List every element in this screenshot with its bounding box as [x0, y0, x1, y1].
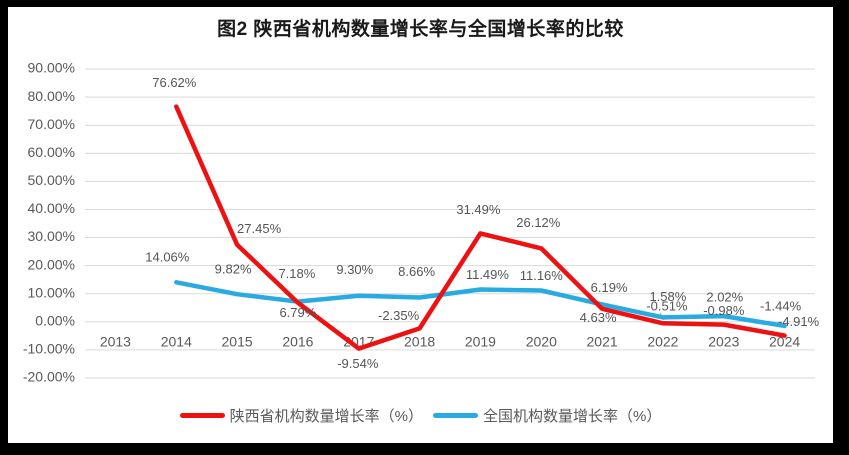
- x-tick-label: 2021: [587, 334, 618, 350]
- x-tick-label: 2023: [708, 334, 739, 350]
- data-label-series-0: -2.35%: [378, 308, 420, 323]
- data-label-series-0: 4.63%: [580, 310, 617, 325]
- data-label-series-0: -0.51%: [646, 299, 688, 314]
- data-label-series-0: -4.91%: [778, 314, 820, 329]
- y-tick-label: 90.00%: [28, 60, 75, 76]
- data-label-series-1: 14.06%: [145, 250, 190, 265]
- data-label-series-1: 8.66%: [398, 264, 435, 279]
- data-label-series-1: 11.16%: [520, 268, 564, 283]
- x-tick-label: 2020: [526, 334, 557, 350]
- legend-item-national: 全国机构数量增长率（%）: [433, 405, 661, 426]
- y-tick-label: 40.00%: [28, 200, 75, 216]
- plot-area: 90.00% 80.00% 70.00% 60.00% 50.00% 40.00% 30.0…: [23, 60, 820, 385]
- data-label-series-1: 2.02%: [706, 290, 743, 305]
- series-line-1: [174, 280, 787, 329]
- legend-label-national: 全国机构数量增长率（%）: [483, 408, 662, 425]
- x-tick-label: 2019: [465, 334, 496, 350]
- y-tick-label: -10.00%: [23, 341, 75, 357]
- y-tick-label: 50.00%: [28, 172, 75, 188]
- x-tick-label: 2014: [161, 334, 192, 350]
- data-label-series-0: 6.79%: [279, 305, 316, 320]
- chart-background: 图2 陕西省机构数量增长率与全国增长率的比较 90.00% 80.00% 70.00…: [8, 7, 833, 443]
- x-tick-label: 2013: [100, 334, 131, 350]
- red-series-swatch-icon: [179, 413, 225, 418]
- data-label-series-0: -9.54%: [337, 356, 379, 371]
- y-tick-label: 10.00%: [28, 284, 75, 300]
- y-tick-label: 0.00%: [35, 313, 75, 329]
- data-label-series-1: 6.19%: [591, 280, 628, 295]
- data-label-series-1: 1.58%: [649, 289, 686, 304]
- data-label-series-1: 7.18%: [278, 266, 315, 281]
- y-tick-label: 80.00%: [28, 88, 75, 104]
- x-tick-label: 2018: [404, 334, 435, 350]
- data-label-series-1: 9.30%: [336, 262, 373, 277]
- x-tick-label: 2024: [769, 334, 800, 350]
- legend: 陕西省机构数量增长率（%） 全国机构数量增长率（%）: [8, 405, 833, 426]
- x-tick-label: 2022: [647, 334, 678, 350]
- data-label-series-0: 26.12%: [516, 215, 561, 230]
- blue-series-swatch-icon: [433, 413, 478, 418]
- data-label-series-1: -1.44%: [760, 298, 802, 313]
- y-tick-label: 60.00%: [28, 144, 75, 160]
- data-label-series-1: 9.82%: [215, 262, 252, 277]
- y-tick-label: 30.00%: [28, 228, 75, 244]
- data-label-series-0: 76.62%: [152, 75, 197, 90]
- series-line-0: [174, 104, 787, 351]
- legend-item-shaanxi: 陕西省机构数量增长率（%）: [179, 405, 423, 426]
- chart-title: 图2 陕西省机构数量增长率与全国增长率的比较: [217, 19, 624, 40]
- x-tick-label: 2015: [222, 334, 253, 350]
- data-label-series-0: 27.45%: [237, 221, 282, 236]
- legend-label-shaanxi: 陕西省机构数量增长率（%）: [229, 408, 423, 425]
- data-label-series-1: 11.49%: [466, 267, 510, 282]
- x-tick-label: 2016: [282, 334, 313, 350]
- data-label-series-0: 31.49%: [456, 202, 501, 217]
- y-tick-label: 20.00%: [28, 256, 75, 272]
- data-label-series-0: -0.98%: [703, 303, 745, 318]
- y-tick-label: 70.00%: [28, 116, 75, 132]
- y-tick-label: -20.00%: [23, 369, 75, 385]
